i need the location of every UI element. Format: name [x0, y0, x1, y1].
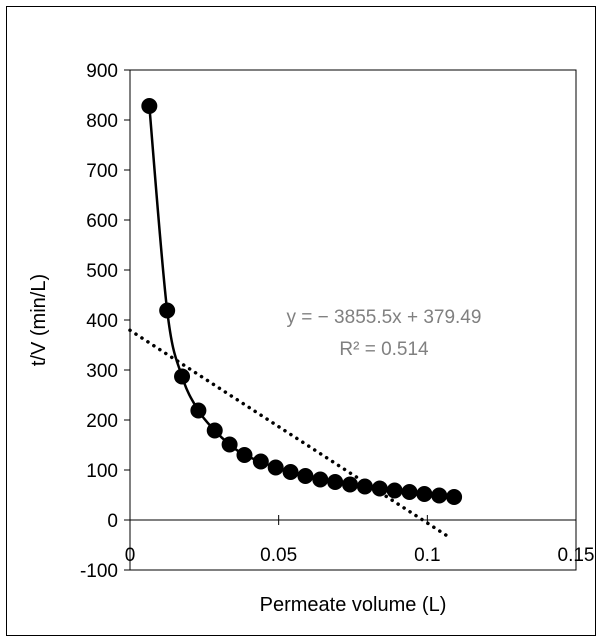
data-point [267, 459, 284, 476]
data-point [206, 422, 223, 439]
data-point [236, 447, 253, 463]
data-point [416, 486, 433, 502]
data-point [312, 471, 329, 488]
data-point [327, 474, 344, 490]
data-point [141, 98, 158, 114]
x-tick-label: 0 [125, 545, 136, 566]
y-tick-label: 500 [86, 261, 118, 282]
data-series [141, 98, 463, 505]
data-point [190, 402, 207, 419]
y-tick-label: 800 [86, 111, 118, 132]
y-tick-label: 900 [86, 61, 118, 82]
trendline-equation: y = − 3855.5x + 379.49 [287, 307, 482, 328]
y-tick-label: 600 [86, 211, 118, 232]
data-point [221, 436, 238, 453]
data-point [174, 368, 191, 385]
data-point [297, 468, 314, 484]
y-axis-title: t/V (min/L) [28, 274, 50, 366]
data-point [282, 464, 299, 480]
series-line [148, 105, 455, 499]
x-tick-label: 0.1 [414, 545, 440, 566]
data-point [371, 480, 388, 497]
y-tick-label: 200 [86, 411, 118, 432]
trendline-r-squared: R² = 0.514 [339, 339, 429, 360]
x-tick-label: 0.05 [260, 545, 297, 566]
x-tick-label: 0.15 [558, 545, 595, 566]
y-tick-label: 300 [86, 361, 118, 382]
x-axis-ticks: 0 0.05 0.1 0.15 [125, 515, 595, 566]
y-tick-label: 700 [86, 161, 118, 182]
y-axis-ticks: -100 0 100 200 300 400 500 600 700 800 900 [80, 61, 130, 582]
data-point [159, 302, 176, 319]
trendline-path [128, 328, 453, 541]
data-point [386, 482, 403, 499]
chart-area [6, 6, 596, 636]
y-tick-label: 0 [107, 511, 118, 532]
data-point [252, 453, 269, 470]
data-point [401, 484, 418, 500]
y-tick-label: 400 [86, 311, 118, 332]
data-point [342, 476, 359, 493]
trendline [128, 328, 453, 541]
y-tick-label: 100 [86, 461, 118, 482]
data-point [431, 487, 448, 504]
x-axis-title: Permeate volume (L) [260, 594, 447, 616]
y-tick-label: -100 [80, 561, 118, 582]
data-point [356, 478, 373, 495]
data-point [446, 489, 463, 505]
